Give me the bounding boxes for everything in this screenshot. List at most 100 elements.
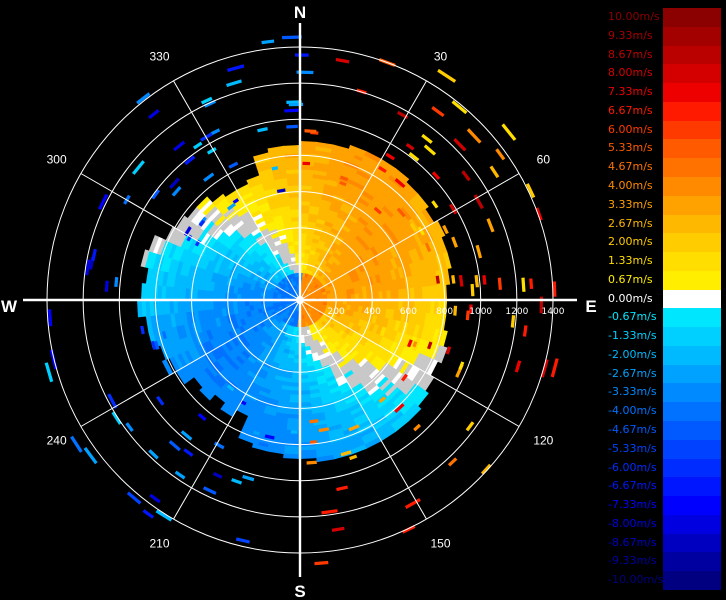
legend-row: -4.67m/s xyxy=(606,421,722,441)
legend-row: -3.33m/s xyxy=(606,383,722,403)
compass-label: S xyxy=(294,582,305,600)
sparse-echo xyxy=(148,109,160,120)
sparse-echo xyxy=(437,68,457,83)
legend-swatch xyxy=(663,308,721,328)
legend-swatch xyxy=(663,345,721,366)
sparse-echo xyxy=(314,560,329,566)
sparse-echo xyxy=(431,200,439,209)
velocity-gate xyxy=(443,268,451,285)
legend-row: 6.00m/s xyxy=(606,120,722,140)
color-scale-legend: 10.00m/s 9.33m/s 8.67m/s 8.00m/s 7.33m/s 6.67… xyxy=(606,8,722,591)
legend-row: -10.00m/s xyxy=(606,571,722,591)
sparse-echo xyxy=(180,430,193,441)
legend-row: 4.67m/s xyxy=(606,158,722,178)
velocity-gate xyxy=(283,453,301,459)
legend-swatch xyxy=(663,158,721,178)
sparse-echo xyxy=(140,325,145,335)
sparse-echo xyxy=(44,362,54,383)
sparse-echo xyxy=(142,509,155,519)
sparse-echo xyxy=(226,64,245,73)
compass-label: W xyxy=(1,297,18,316)
sparse-echo xyxy=(335,57,350,64)
sparse-echo xyxy=(155,509,173,522)
legend-label: -2.00m/s xyxy=(608,347,657,361)
legend-swatch xyxy=(663,533,721,553)
sparse-echo xyxy=(461,170,471,182)
velocity-gate xyxy=(299,453,317,459)
legend-swatch xyxy=(663,101,721,122)
sparse-echo xyxy=(475,244,483,259)
sparse-echo xyxy=(304,129,317,134)
bearing-label: 120 xyxy=(533,434,553,448)
sparse-echo xyxy=(497,277,502,290)
legend-label: 0.00m/s xyxy=(608,291,653,305)
velocity-gate xyxy=(442,251,452,270)
legend-label: 3.33m/s xyxy=(608,197,653,211)
sparse-echo xyxy=(171,186,182,197)
legend-swatch xyxy=(663,120,721,140)
legend-row: -2.67m/s xyxy=(606,364,722,384)
sparse-echo xyxy=(149,493,161,504)
legend-label: 6.67m/s xyxy=(608,103,653,117)
velocity-gate xyxy=(392,167,410,183)
sparse-echo xyxy=(104,280,109,292)
legend-label: 8.67m/s xyxy=(608,47,653,61)
velocity-gate xyxy=(137,299,143,318)
legend-row: -7.33m/s xyxy=(606,496,722,516)
range-tick-label: 1400 xyxy=(542,307,565,317)
velocity-gate xyxy=(141,283,147,301)
sparse-echo xyxy=(126,491,142,505)
legend-row: 0.00m/s xyxy=(606,289,722,309)
legend-label: -6.00m/s xyxy=(608,460,657,474)
legend-swatch xyxy=(663,139,721,159)
sparse-echo xyxy=(294,53,309,57)
range-tick-label: 400 xyxy=(364,307,381,317)
legend-swatch xyxy=(663,458,721,478)
legend-swatch xyxy=(663,176,721,197)
sparse-echo xyxy=(458,274,464,287)
legend-label: -5.33m/s xyxy=(608,441,657,455)
legend-row: 9.33m/s xyxy=(606,26,722,47)
legend-swatch xyxy=(663,439,721,460)
sparse-echo xyxy=(261,39,275,45)
legend-swatch xyxy=(663,214,721,234)
legend-swatch xyxy=(663,514,721,535)
sparse-echo xyxy=(447,457,458,467)
legend-label: 2.00m/s xyxy=(608,235,653,249)
legend-label: -6.67m/s xyxy=(608,479,657,493)
sparse-echo xyxy=(202,486,217,496)
sparse-echo xyxy=(284,108,299,113)
sparse-echo xyxy=(242,474,255,482)
sparse-echo xyxy=(336,485,349,492)
sparse-echo xyxy=(111,411,122,425)
legend-swatch xyxy=(663,327,721,347)
sparse-echo xyxy=(136,92,151,105)
velocity-gate xyxy=(140,249,150,268)
sparse-echo xyxy=(451,100,468,115)
sparse-echo xyxy=(302,161,311,166)
legend-row: 6.67m/s xyxy=(606,101,722,122)
sparse-echo xyxy=(453,305,458,316)
legend-label: 4.67m/s xyxy=(608,160,653,174)
sparse-echo xyxy=(131,160,145,175)
legend-row: 5.33m/s xyxy=(606,139,722,159)
legend-swatch xyxy=(663,83,721,103)
legend-row: 2.00m/s xyxy=(606,233,722,253)
velocity-gate xyxy=(437,346,448,364)
legend-swatch xyxy=(663,45,721,65)
sparse-echo xyxy=(466,128,482,144)
sparse-echo xyxy=(231,478,243,485)
legend-label: -8.67m/s xyxy=(608,535,657,549)
legend-label: 5.33m/s xyxy=(608,141,653,155)
legend-label: 6.00m/s xyxy=(608,122,653,136)
legend-label: 8.00m/s xyxy=(608,66,653,80)
sparse-echo xyxy=(451,236,458,248)
legend-swatch xyxy=(663,64,721,84)
legend-row: -9.33m/s xyxy=(606,552,722,572)
legend-swatch xyxy=(663,571,721,591)
legend-label: -1.33m/s xyxy=(608,329,657,343)
sparse-echo xyxy=(413,423,422,432)
bearing-label: 30 xyxy=(434,50,448,64)
legend-row: 3.33m/s xyxy=(606,195,722,215)
legend-row: -2.00m/s xyxy=(606,345,722,366)
